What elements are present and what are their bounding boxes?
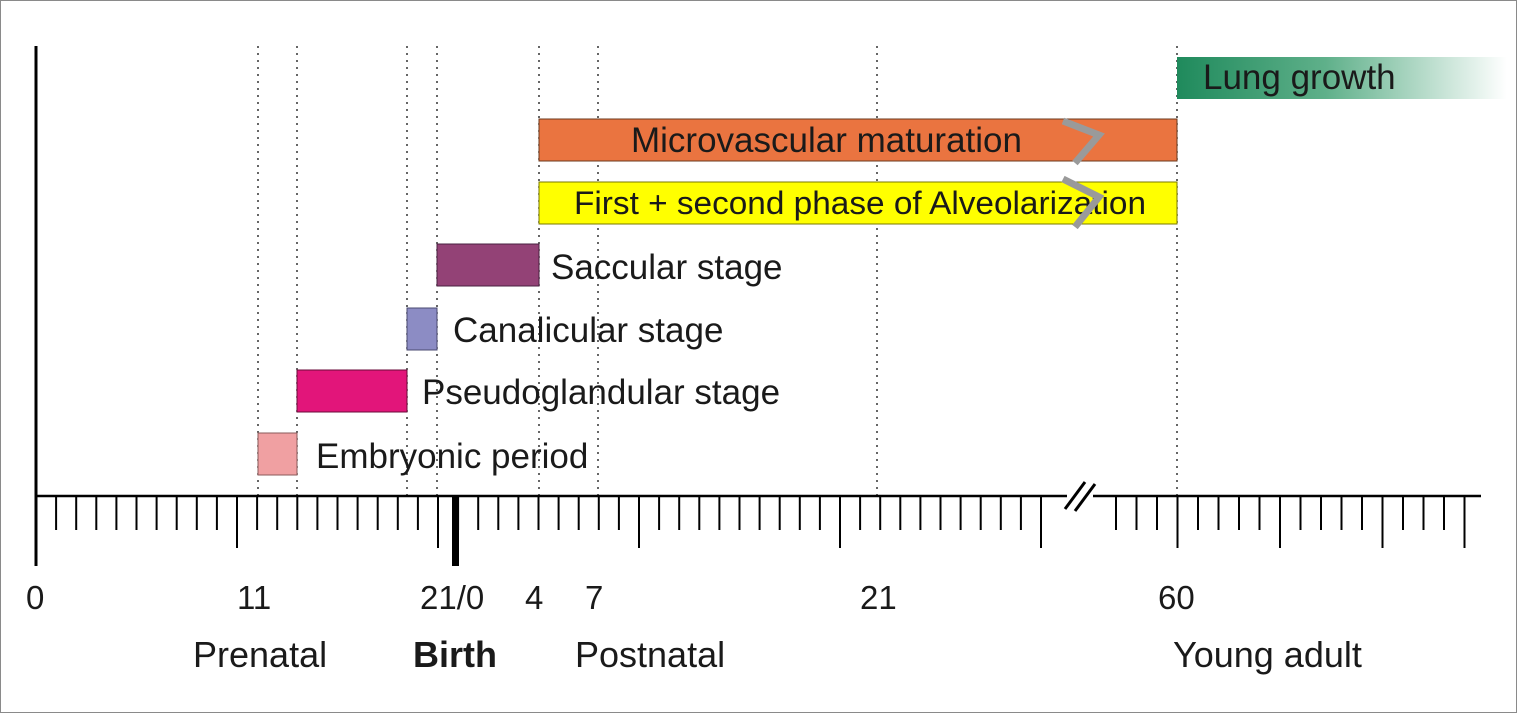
pseudoglandular-label: Pseudoglandular stage <box>422 373 780 412</box>
prenatal-label: Prenatal <box>193 634 327 675</box>
saccular-bar: Saccular stage <box>436 243 783 287</box>
pseudoglandular-bar: Pseudoglandular stage <box>296 369 780 413</box>
lung-growth-bar: Lung growth <box>1177 57 1507 99</box>
saccular-label: Saccular stage <box>551 248 783 287</box>
birth-label: Birth <box>413 634 497 675</box>
young-adult-label: Young adult <box>1173 634 1362 675</box>
alveolarization-bar: First + second phase of Alveolarization <box>538 181 1178 225</box>
tick-labels: 0 11 21/0 4 7 21 60 <box>26 579 1195 616</box>
embryonic-label: Embryonic period <box>316 437 588 476</box>
canalicular-bar: Canalicular stage <box>406 307 723 351</box>
alveolarization-fill <box>538 181 1178 225</box>
birth-marker <box>452 496 459 566</box>
microvascular-label: Microvascular maturation <box>631 121 1022 160</box>
alveolarization-label: First + second phase of Alveolarization <box>574 185 1146 221</box>
tick-label-21: 21 <box>860 579 897 616</box>
tick-label-0: 0 <box>26 579 44 616</box>
axis-break-icon <box>1063 481 1097 512</box>
tick-label-11: 11 <box>237 579 271 616</box>
lung-growth-label: Lung growth <box>1203 58 1396 97</box>
bar-break-marks <box>1061 117 1105 230</box>
embryonic-fill <box>257 432 298 476</box>
canalicular-label: Canalicular stage <box>453 311 723 350</box>
saccular-fill <box>436 243 540 287</box>
axis-ticks <box>55 496 1466 548</box>
embryonic-bar: Embryonic period <box>257 432 588 476</box>
pseudoglandular-fill <box>296 369 408 413</box>
period-labels: Prenatal Birth Postnatal Young adult <box>193 634 1362 675</box>
lung-growth-fill <box>1177 57 1507 99</box>
tick-label-21-0: 21/0 <box>420 579 484 616</box>
tick-label-7: 7 <box>585 579 603 616</box>
microvascular-bar: Microvascular maturation <box>538 118 1178 162</box>
tick-label-4: 4 <box>525 579 543 616</box>
postnatal-label: Postnatal <box>575 634 725 675</box>
canalicular-fill <box>406 307 438 351</box>
tick-label-60: 60 <box>1158 579 1195 616</box>
